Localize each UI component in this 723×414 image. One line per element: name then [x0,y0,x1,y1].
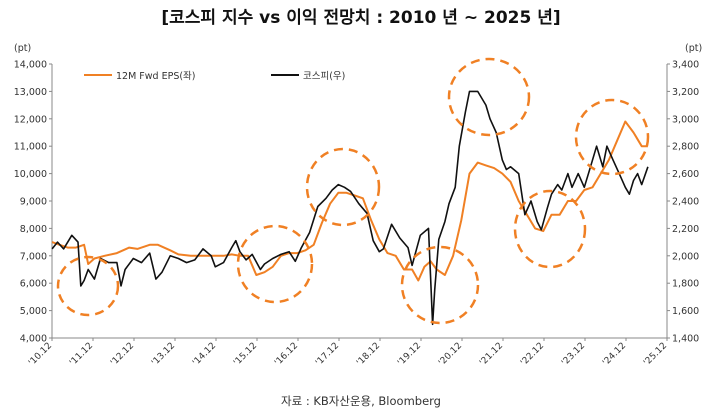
right-tick-label: 3,400 [672,60,699,71]
source-note: 자료 : KB자산운용, Bloomberg [281,394,441,408]
x-tick-label: '14.12 [191,341,218,368]
left-tick-label: 7,000 [20,251,47,262]
left-tick-label: 10,000 [14,169,47,180]
right-axis-ticks: 1,400 1,600 1,800 2,000 2,200 2,400 2,600 2,800… [667,60,699,345]
highlight-circle [574,98,650,176]
x-axis-ticks: '10.12 '11.12 '12.12 '13.12 '14.12 '15.12 '16.… [27,338,669,368]
left-tick-label: 4,000 [20,334,47,345]
legend: 12M Fwd EPS(좌) 코스피(우) [84,71,345,82]
x-tick-label: '22.12 [519,341,546,368]
x-tick-label: '16.12 [273,341,300,368]
x-tick-label: '18.12 [355,341,382,368]
right-tick-label: 2,200 [672,224,699,235]
x-tick-label: '23.12 [560,341,587,368]
left-axis-unit: (pt) [14,43,31,54]
left-tick-label: 13,000 [14,87,47,98]
x-tick-label: '20.12 [437,341,464,368]
left-tick-label: 12,000 [14,114,47,125]
left-tick-label: 6,000 [20,279,47,290]
right-axis-unit: (pt) [685,43,702,54]
plot-area [51,90,649,326]
x-tick-label: '24.12 [601,341,628,368]
left-tick-label: 8,000 [20,224,47,235]
left-tick-label: 14,000 [14,60,47,71]
highlight-circle [56,255,120,317]
right-tick-label: 1,400 [672,334,699,345]
legend-eps-label: 12M Fwd EPS(좌) [116,71,196,82]
left-tick-label: 5,000 [20,306,47,317]
highlight-circle [236,224,314,304]
x-tick-label: '13.12 [150,341,177,368]
right-tick-label: 2,600 [672,169,699,180]
highlight-circles [56,57,650,325]
x-tick-label: '21.12 [478,341,505,368]
kospi-series-line [51,90,649,326]
x-tick-label: '17.12 [314,341,341,368]
left-tick-label: 11,000 [14,142,47,153]
x-tick-label: '19.12 [396,341,423,368]
left-tick-label: 9,000 [20,197,47,208]
legend-kospi-label: 코스피(우) [303,71,345,82]
right-tick-label: 2,800 [672,142,699,153]
x-tick-label: '15.12 [232,341,259,368]
highlight-circle [305,147,381,227]
right-tick-label: 1,600 [672,306,699,317]
highlight-circle [400,245,480,325]
right-tick-label: 3,200 [672,87,699,98]
right-tick-label: 1,800 [672,279,699,290]
eps-series-line [51,120,648,282]
right-tick-label: 2,000 [672,251,699,262]
left-axis-ticks: 4,000 5,000 6,000 7,000 8,000 9,000 10,000 11,0… [14,60,52,345]
right-tick-label: 2,400 [672,197,699,208]
x-tick-label: '10.12 [27,341,54,368]
highlight-circle [513,189,587,269]
x-tick-label: '11.12 [68,341,95,368]
chart-title: [코스피 지수 vs 이익 전망치 : 2010 년 ~ 2025 년] [161,8,560,28]
right-tick-label: 3,000 [672,114,699,125]
x-tick-label: '12.12 [109,341,136,368]
x-tick-label: '25.12 [642,341,669,368]
highlight-circle [447,57,531,137]
